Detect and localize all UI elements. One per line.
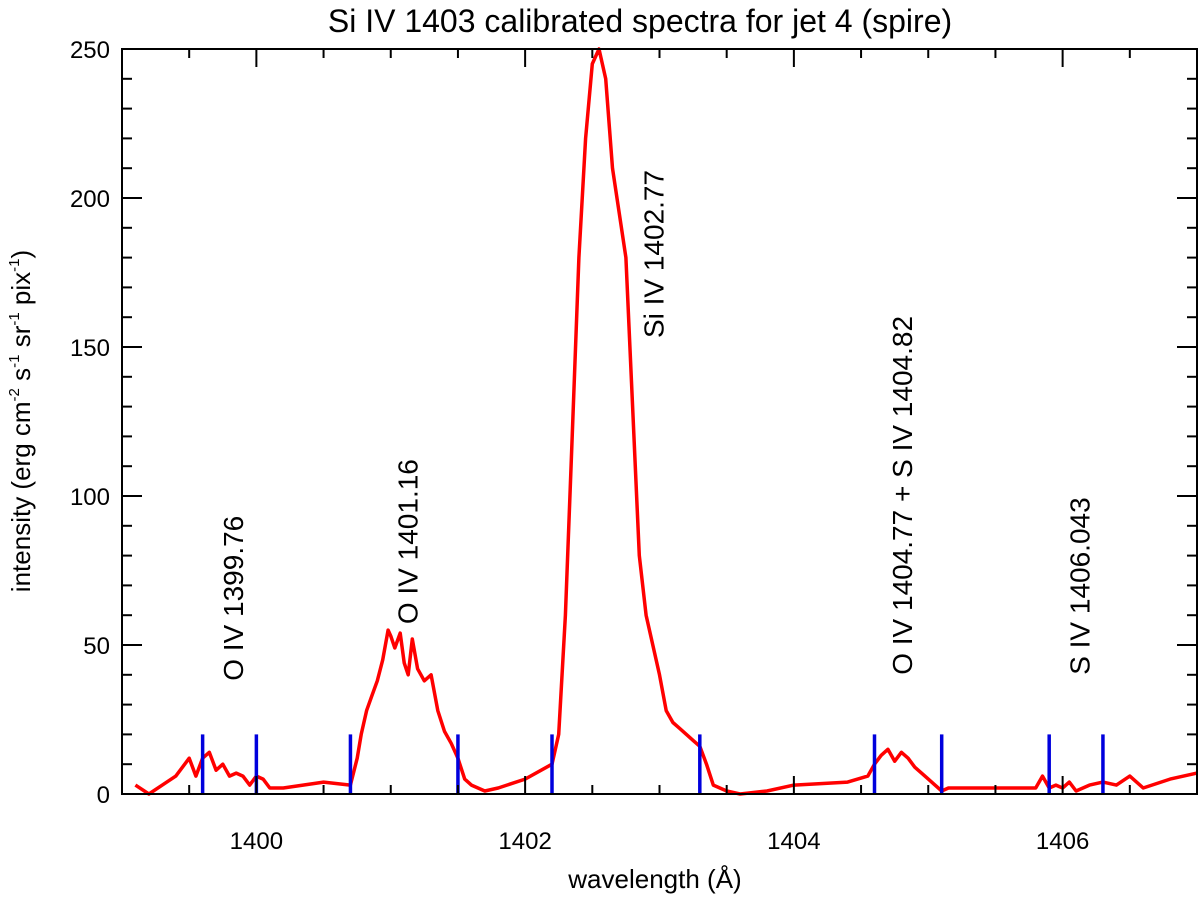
axis-ticks: 1400 1402 1404 1406 0 50 100 150 200 250: [70, 37, 1198, 855]
x-tick-label: 1406: [1036, 828, 1089, 855]
y-label-exp1: -2: [6, 388, 23, 401]
y-label-exp3: -1: [6, 312, 23, 325]
y-label-mid2: sr: [6, 325, 36, 354]
x-axis-label: wavelength (Å): [567, 864, 741, 894]
x-tick-label: 1404: [767, 828, 820, 855]
y-label-exp2: -1: [6, 355, 23, 368]
y-tick-label: 150: [70, 335, 110, 362]
spectral-line-label: O IV 1401.16: [393, 459, 424, 624]
y-label-base: intensity (erg cm: [6, 401, 36, 592]
y-label-mid1: s: [6, 368, 36, 388]
y-label-mid3: pix: [6, 272, 36, 312]
spectral-line-label: O IV 1404.77 + S IV 1404.82: [887, 316, 918, 675]
y-tick-label: 0: [97, 782, 110, 809]
spectral-line-label: S IV 1406.043: [1065, 497, 1096, 674]
y-label-end: ): [6, 250, 36, 259]
y-tick-label: 50: [83, 633, 110, 660]
plot-area: [134, 47, 1198, 796]
chart-title: Si IV 1403 calibrated spectra for jet 4 …: [328, 3, 952, 39]
y-tick-label: 250: [70, 37, 110, 64]
y-label-exp4: -1: [6, 258, 23, 271]
spectrum-line: [134, 47, 1198, 796]
spectral-line-label: O IV 1399.76: [218, 516, 249, 681]
y-tick-label: 200: [70, 186, 110, 213]
spectral-line-label: Si IV 1402.77: [639, 170, 670, 338]
spectral-line-labels: O IV 1399.76 O IV 1401.16 Si IV 1402.77 O I…: [218, 170, 1096, 681]
x-tick-label: 1400: [230, 828, 283, 855]
y-tick-label: 100: [70, 484, 110, 511]
y-axis-label: intensity (erg cm-2 s-1 sr-1 pix-1): [6, 250, 36, 592]
x-tick-label: 1402: [498, 828, 551, 855]
